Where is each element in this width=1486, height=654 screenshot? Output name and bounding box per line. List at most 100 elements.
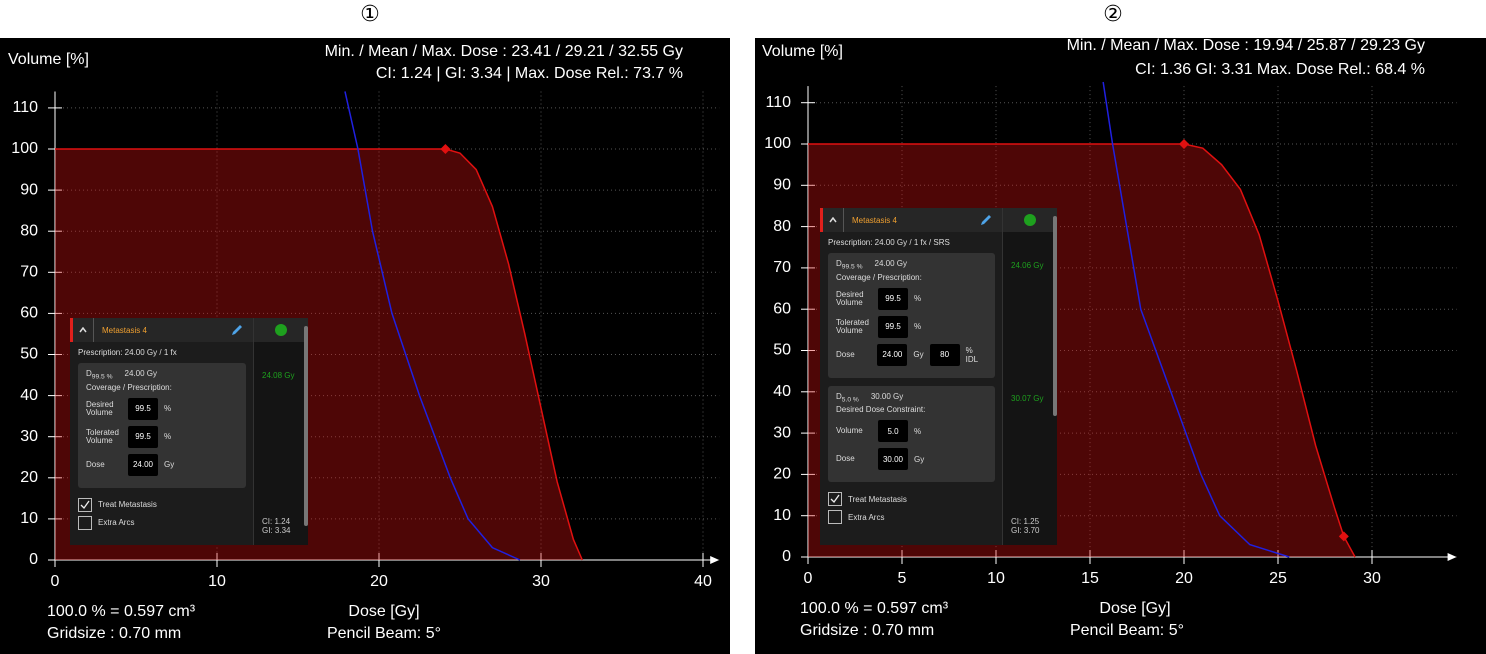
note: 100.0 % = 0.597 cm³ [47, 603, 196, 620]
constraint-dose: 24.00 Gy [124, 369, 157, 378]
constraint-sub: 99.5 % [91, 373, 113, 381]
checkbox-label: Treat Metastasis [848, 494, 907, 504]
field-unit: Gy [914, 454, 925, 464]
checkbox-label: Extra Arcs [848, 512, 885, 522]
field-value[interactable]: 80 [929, 343, 960, 366]
prescription: Prescription: 24.00 Gy / 1 fx [78, 348, 177, 357]
ci-value: CI: 1.25 [1011, 517, 1040, 526]
panel-main: Metastasis 4 Prescription: 24.00 Gy / 1 f… [70, 318, 254, 545]
scrollbar[interactable] [1053, 216, 1057, 416]
x-tick-label: 0 [804, 570, 813, 587]
constraint: D99.5 % 24.00 Gy Coverage / Prescription: D… [78, 363, 246, 488]
field-row: Desired Volume 99.5% [836, 287, 987, 310]
field-row: Desired Volume 99.5% [86, 397, 238, 420]
constraint-result: 24.08 Gy [262, 371, 295, 380]
stats: Min. / Mean / Max. Dose : 23.41 / 29.21 … [325, 43, 683, 60]
field-row: Tolerated Volume 99.5% [836, 315, 987, 338]
field-label: Volume [836, 426, 863, 436]
y-tick-label: 110 [12, 99, 38, 116]
curve [344, 91, 521, 561]
constraint-result: 24.06 Gy [1011, 261, 1044, 270]
prescription: Prescription: 24.00 Gy / 1 fx / SRS [828, 238, 950, 247]
x-axis-label: Dose [Gy] [1099, 600, 1170, 617]
constraint-row: D5.0 % 30.00 Gy [836, 392, 987, 404]
checkbox[interactable] [828, 510, 842, 525]
field-row: Dose 24.00 Gy [86, 453, 238, 476]
field-unit: % [914, 294, 922, 304]
target-title: Metastasis 4 [852, 215, 897, 225]
chevron-icon [829, 217, 837, 223]
x-tick-label: 25 [1269, 570, 1287, 587]
scrollbar[interactable] [304, 326, 308, 526]
constraint-label: D99.5 % [836, 259, 863, 271]
panel-header: Metastasis 4 [820, 208, 1003, 232]
y-tick-label: 0 [782, 548, 791, 565]
y-tick-label: 60 [773, 300, 791, 317]
x-tick-label: 10 [208, 573, 226, 590]
algorithm: Pencil Beam: 5° [327, 625, 441, 642]
field-label: Dose [836, 454, 855, 464]
y-tick-label: 20 [773, 466, 791, 483]
checkbox-row: Treat Metastasis [70, 496, 254, 514]
constraint-letter: D [836, 391, 842, 401]
status-indicator [254, 318, 308, 342]
panel-main: Metastasis 4 Prescription: 24.00 Gy / 1 f… [820, 208, 1003, 545]
field-value[interactable]: 99.5 [878, 315, 908, 338]
collapse-button[interactable] [73, 318, 94, 342]
marker [1338, 531, 1349, 542]
field-row: Tolerated Volume 99.5% [86, 425, 238, 448]
y-tick-label: 60 [20, 305, 38, 322]
checkbox[interactable] [78, 515, 92, 530]
note: Gridsize : 0.70 mm [47, 625, 181, 642]
field-value[interactable]: 24.00 [128, 453, 158, 476]
constraint-dose: 24.00 Gy [874, 259, 907, 268]
stats: CI: 1.36 GI: 3.31 Max. Dose Rel.: 68.4 % [1135, 61, 1425, 78]
x-axis-label: Dose [Gy] [348, 603, 419, 620]
y-tick-label: 40 [20, 387, 38, 404]
edit-icon[interactable] [230, 323, 244, 337]
index-values: CI: 1.24 GI: 3.34 [262, 517, 290, 535]
constraint-row: D99.5 % 24.00 Gy [836, 259, 987, 271]
y-tick-label: 40 [773, 383, 791, 400]
x-axis-arrow [1447, 553, 1457, 561]
field-value[interactable]: 5.0 [878, 420, 908, 443]
field-value[interactable]: 99.5 [128, 425, 158, 448]
edit-icon[interactable] [979, 213, 993, 227]
target-panel: Metastasis 4 Prescription: 24.00 Gy / 1 f… [820, 208, 1057, 545]
y-axis-label: Volume [%] [8, 51, 89, 68]
y-tick-label: 30 [20, 428, 38, 445]
field-value[interactable]: 99.5 [878, 287, 908, 310]
field-row: Volume 5.0% [836, 420, 987, 443]
status-bar [820, 208, 823, 232]
figure-label: ② [1103, 2, 1123, 27]
x-tick-label: 20 [370, 573, 388, 590]
field-value[interactable]: 24.00 [877, 343, 908, 366]
checkbox-label: Extra Arcs [98, 518, 135, 528]
y-axis-label: Volume [%] [762, 43, 843, 60]
checkbox-label: Treat Metastasis [98, 500, 157, 510]
field-label: Dose [86, 459, 105, 469]
collapse-button[interactable] [823, 208, 844, 232]
x-tick-label: 10 [987, 570, 1005, 587]
checkbox[interactable] [828, 492, 842, 507]
constraint-label: D99.5 % [86, 369, 113, 381]
field-unit: Gy [164, 460, 175, 470]
field-value[interactable]: 99.5 [128, 397, 158, 420]
constraint-heading: Desired Dose Constraint: [836, 405, 926, 415]
algorithm: Pencil Beam: 5° [1070, 622, 1184, 639]
field-label: Tolerated Volume [86, 427, 119, 445]
y-tick-label: 70 [773, 259, 791, 276]
index-values: CI: 1.25 GI: 3.70 [1011, 517, 1039, 535]
checkbox-row: Extra Arcs [70, 514, 254, 532]
constraint-label: D5.0 % [836, 392, 859, 404]
field-value[interactable]: 30.00 [878, 448, 908, 471]
check-icon [80, 500, 90, 509]
stats: CI: 1.24 | GI: 3.34 | Max. Dose Rel.: 73… [376, 65, 683, 82]
result-column: 24.06 Gy 30.07 Gy CI: 1.25 GI: 3.70 [1002, 208, 1057, 545]
y-tick-label: 0 [29, 551, 38, 568]
constraint: D99.5 % 24.00 Gy Coverage / Prescription: D… [828, 253, 995, 378]
checkbox[interactable] [78, 497, 92, 512]
result-column: 24.08 Gy CI: 1.24 GI: 3.34 [253, 318, 308, 545]
y-tick-label: 90 [773, 177, 791, 194]
